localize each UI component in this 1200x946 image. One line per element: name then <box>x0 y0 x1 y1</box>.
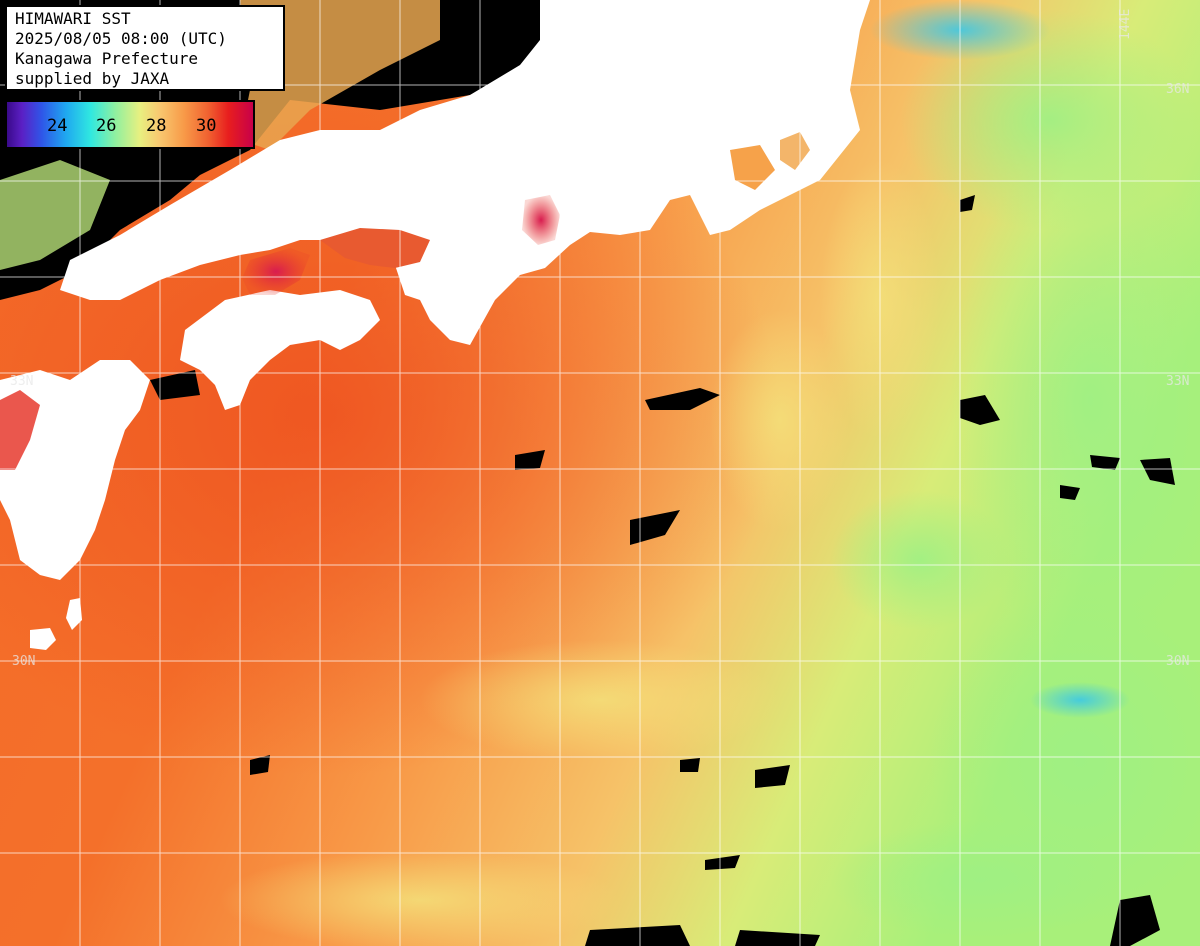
warm-bay-sagami <box>730 145 775 190</box>
cloud-patches <box>150 195 1175 946</box>
legend-label-30: 30 <box>196 116 217 136</box>
lat-label-33n-left: 33N <box>10 374 34 389</box>
land-shikoku <box>180 290 380 410</box>
cool-plume-east <box>950 140 1200 660</box>
lat-label-30n-right: 30N <box>1166 654 1190 669</box>
title-line-datetime: 2025/08/05 08:00 (UTC) <box>15 29 227 48</box>
legend-label-28: 28 <box>146 116 167 136</box>
title-line-agency: Kanagawa Prefecture <box>15 49 199 68</box>
cool-band-3 <box>830 490 1010 630</box>
cyan-patch-e <box>1030 682 1130 718</box>
legend-label-24: 24 <box>47 116 68 136</box>
sea-of-japan-data <box>240 0 440 150</box>
warm-bay-tokyo <box>780 132 810 170</box>
land-honshu <box>60 0 870 345</box>
lat-label-36n-right: 36N <box>1166 82 1190 97</box>
land-kyushu <box>0 360 150 580</box>
cool-band <box>710 310 850 530</box>
lon-label-144e: 144E <box>1118 8 1133 40</box>
title-line-credit: supplied by JAXA <box>15 69 170 88</box>
legend-label-26: 26 <box>96 116 117 136</box>
warm-bay-ise <box>522 195 560 245</box>
warm-bay-seto <box>242 248 310 295</box>
cool-plume-north <box>900 10 1200 230</box>
lat-label-30n-left: 30N <box>12 654 36 669</box>
warm-bay-osaka <box>320 228 430 268</box>
lat-label-33n-right: 33N <box>1166 374 1190 389</box>
temperature-legend: 24 26 28 30 <box>5 100 255 149</box>
yellow-swirl-2 <box>420 640 780 760</box>
title-box: HIMAWARI SST 2025/08/05 08:00 (UTC) Kana… <box>5 5 285 91</box>
warm-kyushu-west <box>0 390 40 470</box>
cool-band-4 <box>830 820 1130 940</box>
sea-of-japan-data-2 <box>0 160 110 270</box>
land-island-2 <box>66 598 82 630</box>
land-island-1 <box>30 628 56 650</box>
title-line-product: HIMAWARI SST <box>15 9 131 28</box>
